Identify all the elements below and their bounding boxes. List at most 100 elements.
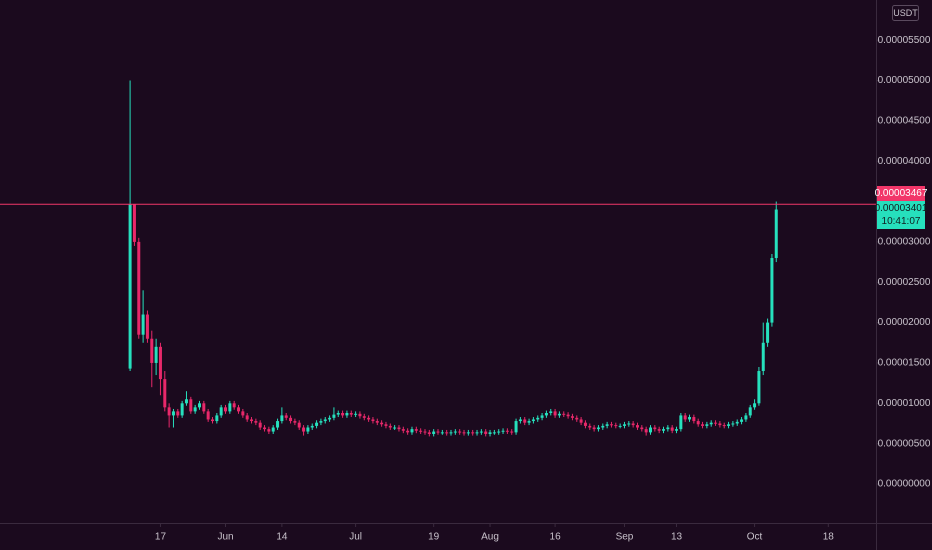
candle-body <box>206 411 210 420</box>
candle-body <box>735 421 739 424</box>
candle-body <box>648 427 652 433</box>
candle-body <box>284 415 288 418</box>
candle-body <box>310 425 314 428</box>
candle-body <box>488 432 492 434</box>
candle-body <box>371 419 375 422</box>
candle-body <box>744 415 748 420</box>
candle-body <box>740 419 744 422</box>
candle-body <box>518 419 522 422</box>
candle-body <box>401 429 405 431</box>
candle-body <box>449 432 453 434</box>
candle-body <box>566 414 570 417</box>
candle-body <box>215 415 219 422</box>
candle-body <box>349 412 353 415</box>
candle-body <box>670 427 674 431</box>
candle-body <box>640 427 644 430</box>
candle-body <box>644 429 648 433</box>
candle-body <box>445 432 449 434</box>
y-tick-label: 0.00002000 <box>878 317 931 328</box>
candle-body <box>293 421 297 423</box>
candle-body <box>332 414 336 418</box>
candle-body <box>705 424 709 426</box>
candle-body <box>484 431 488 434</box>
candle-body <box>622 424 626 426</box>
candle-body <box>601 425 605 428</box>
candle-body <box>176 411 180 416</box>
candle-body <box>514 421 518 433</box>
candle-body <box>319 421 323 423</box>
candle-body <box>462 432 466 434</box>
candle-body <box>614 425 618 427</box>
candle-body <box>701 424 705 426</box>
candle-body <box>475 432 479 434</box>
candle-body <box>631 423 635 426</box>
candle-body <box>722 425 726 427</box>
candle-body <box>250 419 254 422</box>
candle-body <box>458 431 462 433</box>
candle-body <box>675 429 679 431</box>
price-line-box <box>877 186 925 201</box>
candle-body <box>579 419 583 423</box>
candle-body <box>375 421 379 423</box>
candle-body <box>688 417 692 420</box>
candle-body <box>336 412 340 415</box>
candle-body <box>419 430 423 432</box>
candle-body <box>297 422 301 428</box>
candle-body <box>432 431 436 434</box>
price-line-label: 0.00003467 <box>875 188 928 199</box>
last-price-label: 0.00003401 <box>875 203 928 214</box>
candle-body <box>271 427 275 432</box>
candle-body <box>761 342 765 372</box>
candle-body <box>154 346 158 363</box>
candle-body <box>393 427 397 429</box>
candle-body <box>570 416 574 418</box>
candle-body <box>158 346 162 380</box>
countdown-label: 10:41:07 <box>882 216 921 227</box>
candle-body <box>380 422 384 425</box>
candle-body <box>276 421 280 428</box>
candle-body <box>440 432 444 434</box>
candle-body <box>315 422 319 426</box>
candle-body <box>466 432 470 434</box>
candle-body <box>492 432 496 434</box>
candle-body <box>679 415 683 430</box>
candle-body <box>388 425 392 428</box>
candle-body <box>753 403 757 408</box>
currency-label[interactable]: USDT <box>893 8 918 18</box>
x-tick-label: Oct <box>747 532 763 543</box>
candle-body <box>575 417 579 420</box>
candle-body <box>618 425 622 427</box>
currency-box[interactable] <box>892 5 919 21</box>
candle-body <box>323 419 327 422</box>
y-tick-label: 0.00000500 <box>878 438 931 449</box>
candle-body <box>341 412 345 416</box>
candle-body <box>596 427 600 430</box>
candle-body <box>184 399 188 404</box>
candle-body <box>696 421 700 425</box>
candle-body <box>540 415 544 418</box>
candle-body <box>150 338 154 363</box>
candle-body <box>367 417 371 420</box>
candle-body <box>557 413 561 416</box>
y-tick-label: 0.00004000 <box>878 156 931 167</box>
candle-body <box>653 427 657 430</box>
candle-body <box>180 403 184 416</box>
candle-body <box>766 322 770 343</box>
candle-body <box>727 424 731 426</box>
candle-body <box>774 209 778 259</box>
candle-body <box>267 429 271 432</box>
candle-body <box>263 427 267 430</box>
candle-body <box>544 412 548 416</box>
candle-body <box>197 403 201 408</box>
candle-body <box>531 419 535 422</box>
candle-body <box>588 425 592 428</box>
candle-body <box>583 422 587 426</box>
candle-body <box>280 415 284 422</box>
x-tick-label: Jul <box>349 532 362 543</box>
candle-body <box>423 431 427 433</box>
candle-body <box>414 429 418 431</box>
candle-body <box>714 422 718 424</box>
y-tick-label: 0.00005500 <box>878 35 931 46</box>
candle-body <box>536 417 540 420</box>
candle-body <box>731 423 735 425</box>
